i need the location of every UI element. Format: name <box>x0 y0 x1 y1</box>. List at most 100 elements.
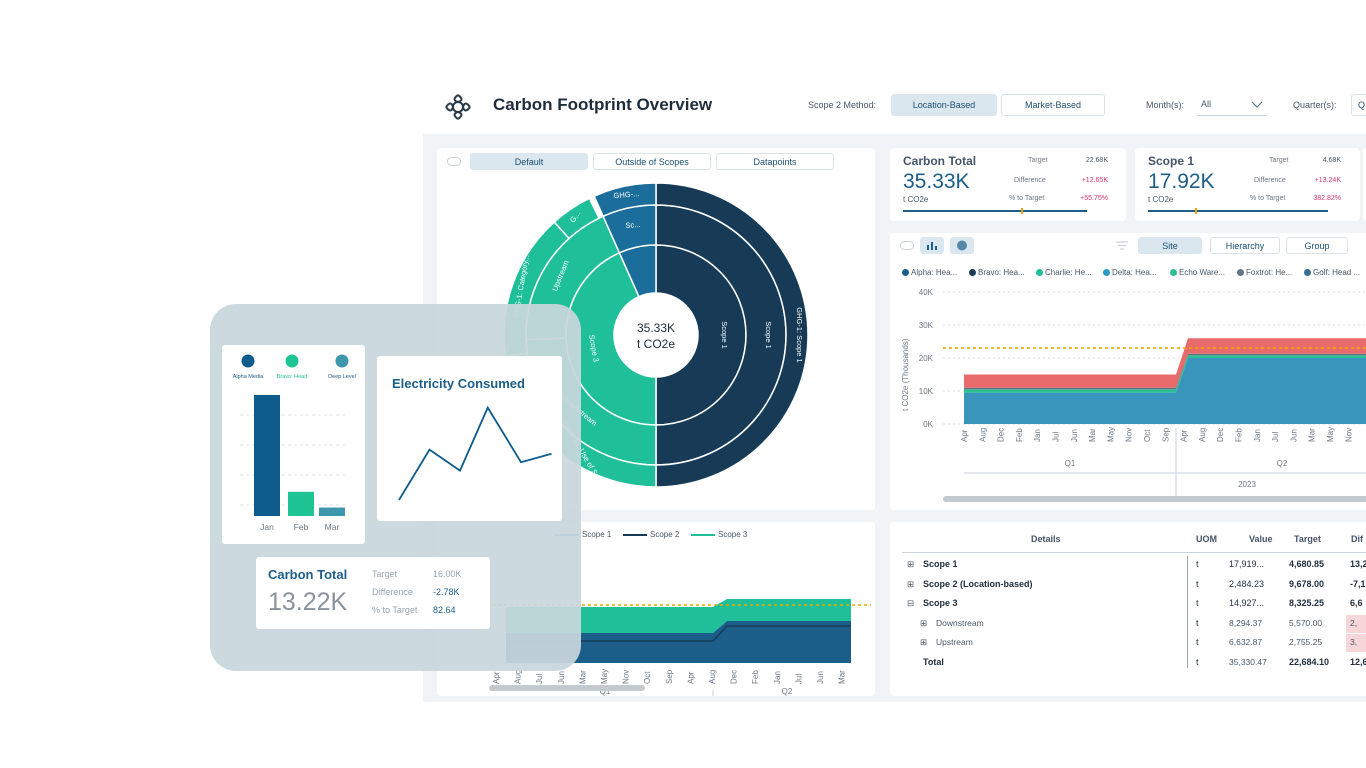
row-uom: t <box>1196 617 1199 628</box>
expand-toggle-icon[interactable]: ⊞ <box>907 559 915 569</box>
carbon-total-title: Carbon Total <box>268 567 348 582</box>
row-difference: -7,1 <box>1350 578 1366 589</box>
x-tick-label: Feb <box>751 670 760 684</box>
x-tick-label: Apr <box>492 671 501 684</box>
row-value: 6,632.87 <box>1229 637 1263 647</box>
electricity-card: Electricity Consumed <box>377 356 562 521</box>
leaf-logo-icon <box>445 94 471 120</box>
legend-item[interactable]: Alpha: Hea... <box>902 268 957 277</box>
y-tick-label: 30K <box>919 321 934 330</box>
bar <box>319 507 345 516</box>
tab-hierarchy[interactable]: Hierarchy <box>1210 237 1280 254</box>
bar <box>254 395 280 516</box>
x-tick-label: Apr <box>1180 429 1189 442</box>
legend-dot <box>902 269 909 276</box>
details-table-card: Details UOM Value Target Dif ⊞ Scope 1 t 17… <box>890 522 1366 696</box>
row-uom: t <box>1196 598 1199 608</box>
legend-item[interactable]: Bravo: Hea... <box>969 268 1025 277</box>
globe-icon[interactable] <box>950 237 974 254</box>
kpi-diff-label: Difference <box>1254 177 1286 184</box>
area-band <box>964 338 1366 388</box>
x-tick-label: Nov <box>622 670 631 684</box>
x-tick-label: Aug <box>1198 428 1207 442</box>
mini-bar-chart[interactable]: Alpha Media Bravo: Head Deep Level Jan Feb Ma… <box>222 345 365 544</box>
x-tick-label: Jun <box>816 671 825 684</box>
legend-item[interactable]: Echo Ware... <box>1170 268 1225 277</box>
x-tick-label: Sep <box>665 669 674 684</box>
expand-toggle-icon[interactable]: ⊞ <box>907 578 915 589</box>
row-target: 9,678.00 <box>1289 578 1325 589</box>
x-tick-label: Mar <box>578 670 587 684</box>
col-header-value: Value <box>1249 534 1273 544</box>
month-label: Month(s): <box>1146 100 1185 110</box>
toggle-icon[interactable] <box>900 241 914 250</box>
kpi-pct-label: % to Target <box>1009 195 1045 202</box>
legend-item[interactable]: Delta: Hea... <box>1103 268 1156 277</box>
sunburst-center <box>616 295 696 375</box>
expand-toggle-icon[interactable]: ⊟ <box>907 598 915 608</box>
row-label: Total <box>923 656 944 667</box>
row-label: Downstream <box>936 617 984 628</box>
row-uom: t <box>1196 578 1199 589</box>
x-tick-label: Jun <box>1070 429 1079 442</box>
row-value: 8,294.37 <box>1229 617 1263 628</box>
scope-area-chart[interactable]: Apr Aug Jul Jun Mar May Nov Oct Sep Apr Aug Dec Feb J… <box>437 522 875 696</box>
tab-outside-scopes[interactable]: Outside of Scopes <box>593 153 711 170</box>
scope3-area <box>506 599 851 633</box>
expand-toggle-icon[interactable]: ⊞ <box>920 617 928 628</box>
carbon-diff-label: Difference <box>372 587 413 597</box>
legend-label: Delta: Hea... <box>1112 268 1157 277</box>
kpi-progress-track <box>903 210 1087 212</box>
electricity-line-chart[interactable] <box>377 396 562 521</box>
legend-label: Alpha Media <box>233 374 265 380</box>
x-tick-label: Jan <box>1253 429 1262 442</box>
sunburst-label: Scope 1 <box>764 321 773 349</box>
toggle-icon[interactable] <box>447 157 461 166</box>
horizontal-scrollbar[interactable] <box>489 685 645 691</box>
quarter-label: Q2 <box>782 687 793 696</box>
month-select[interactable]: All <box>1197 94 1267 116</box>
location-based-button[interactable]: Location-Based <box>891 94 997 116</box>
legend-label: Scope 2 <box>650 530 680 539</box>
bar-chart-icon[interactable] <box>920 237 944 254</box>
scope2-line <box>506 625 851 642</box>
legend-dot <box>1237 269 1244 276</box>
carbon-total-value: 13.22K <box>268 588 348 616</box>
diff-highlight <box>1346 614 1366 633</box>
x-tick-label: Dec <box>730 670 739 684</box>
legend-item[interactable]: Scope 2 <box>623 530 679 539</box>
filter-icon[interactable] <box>1116 241 1128 250</box>
legend-item[interactable]: Charlie: He... <box>1036 268 1092 277</box>
legend-item[interactable]: Golf: Head ... <box>1304 268 1360 277</box>
kpi-diff-label: Difference <box>1014 177 1046 184</box>
chevron-down-icon <box>1251 101 1263 108</box>
year-label: 2023 <box>1238 480 1256 489</box>
quarter-select[interactable]: Q <box>1351 94 1366 116</box>
tab-default[interactable]: Default <box>470 153 588 170</box>
x-tick-label: May <box>1326 427 1335 442</box>
x-tick-label: Mar <box>325 522 340 532</box>
tab-group[interactable]: Group <box>1286 237 1348 254</box>
legend-item[interactable]: Scope 3 <box>691 530 747 539</box>
kpi-value: 35.33K <box>903 170 970 193</box>
row-label: Scope 1 <box>923 559 958 569</box>
horizontal-scrollbar[interactable] <box>943 496 1366 502</box>
tab-datapoints[interactable]: Datapoints <box>716 153 834 170</box>
col-header-target: Target <box>1294 534 1321 544</box>
legend-item[interactable]: Foxtrot: He... <box>1237 268 1292 277</box>
legend-label: Charlie: He... <box>1045 268 1092 277</box>
tab-site[interactable]: Site <box>1138 237 1202 254</box>
x-tick-label: Jan <box>1033 429 1042 442</box>
site-area-chart[interactable]: t CO2e (Thousands) 40K 30K 20K 10K 0K Apr Aug De… <box>890 281 1366 510</box>
bar <box>288 491 314 516</box>
expand-toggle-icon[interactable]: ⊞ <box>920 637 928 647</box>
carbon-pct: 82.64 <box>433 605 456 615</box>
legend-dot <box>1170 269 1177 276</box>
kpi-target-label: Target <box>1269 157 1289 164</box>
market-based-button[interactable]: Market-Based <box>1001 94 1105 116</box>
quarter-label: Quarter(s): <box>1293 100 1337 110</box>
kpi-pct: 382.82% <box>1313 195 1341 202</box>
row-target: 22,684.10 <box>1289 656 1330 667</box>
row-uom: t <box>1196 656 1199 667</box>
kpi-title: Carbon Total <box>903 154 977 168</box>
